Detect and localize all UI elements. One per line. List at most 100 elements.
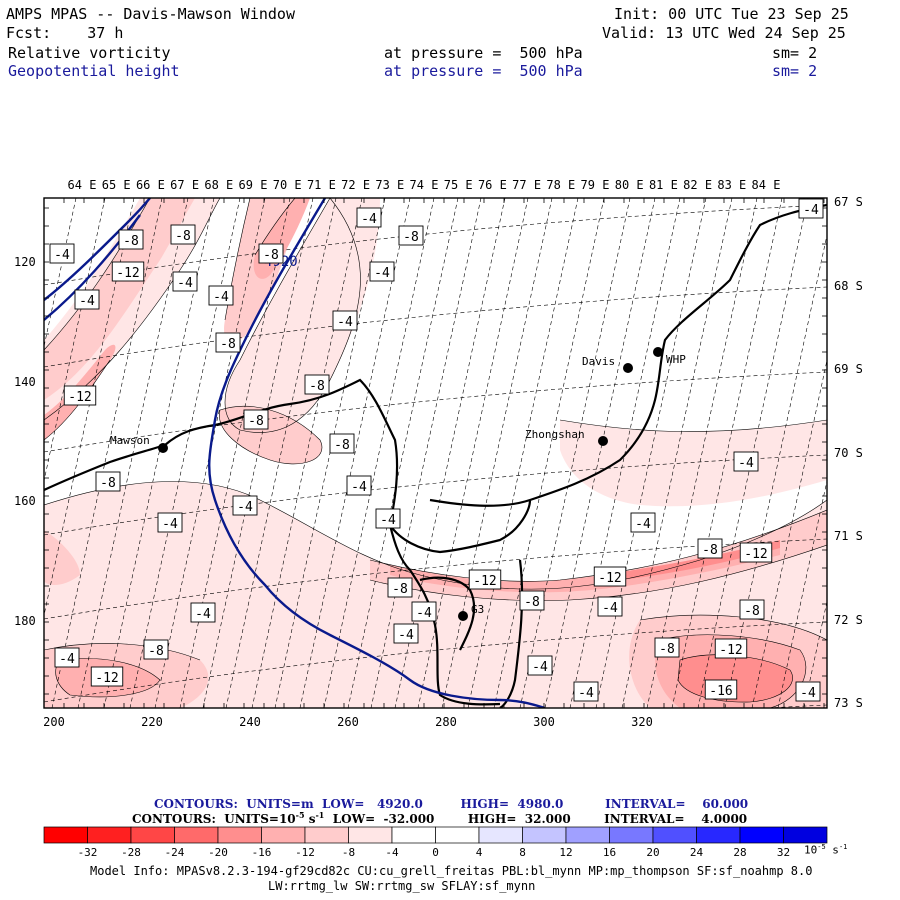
x-axis-tick-label: 240 (239, 715, 261, 729)
vorticity-label-text: -16 (709, 684, 732, 699)
meridian-line (251, 198, 363, 708)
vorticity-label-box (468, 569, 502, 590)
vorticity-label-box (243, 409, 269, 430)
vorticity-label-box (143, 639, 169, 660)
meridian-line (621, 198, 733, 708)
colorbar-unit: 10-5 s-1 (804, 843, 848, 857)
vorticity-label: -8 (215, 332, 241, 353)
vorticity-label-text: -8 (309, 379, 325, 394)
station-g3-marker (458, 611, 468, 621)
vorticity-label-text: -8 (334, 438, 350, 453)
vorticity-label-box (733, 451, 759, 472)
vorticity-label-text: -12 (744, 547, 767, 562)
longitude-label: 71 E (306, 178, 336, 192)
vorticity-label-box (519, 590, 545, 611)
x-axis-tick-label: 300 (533, 715, 555, 729)
meridian-line (724, 233, 827, 708)
station-davis-label: Davis (582, 355, 615, 368)
vorticity-label-text: -4 (635, 517, 651, 532)
geopotential-height-contour (44, 198, 546, 708)
meridian-line (202, 198, 314, 708)
vorticity-label-text: -8 (403, 230, 419, 245)
vorticity-label-box (332, 310, 358, 331)
colorbar-tick-label: -8 (341, 846, 356, 859)
meridian-line (417, 198, 529, 708)
vorticity-label-text: -8 (248, 414, 264, 429)
vorticity-label-text: -8 (148, 644, 164, 659)
station-g3-label: G3 (471, 603, 484, 616)
vorticity-label-box (63, 385, 97, 406)
meridian-line (777, 479, 827, 708)
vorticity-label: -4 (232, 495, 258, 516)
longitude-label: 74 E (409, 178, 439, 192)
vorticity-label-box (375, 508, 401, 529)
height-contour-info: CONTOURS: UNITS=m LOW= 4920.0 HIGH= 4980… (154, 797, 749, 811)
vorticity-label: -4 (411, 601, 437, 622)
vorticity-label-box (356, 207, 382, 228)
vorticity-label: -12 (468, 569, 502, 590)
station-zhongshan-label: Zhongshan (525, 428, 585, 441)
y-axis-tick-label: 140 (14, 374, 36, 389)
meridian-line (44, 198, 135, 617)
vorticity-label: -4 (597, 596, 623, 617)
colorbar-swatch (609, 826, 654, 844)
colorbar-swatch (739, 826, 784, 844)
meridian-line (323, 198, 435, 708)
meridian-line (646, 198, 758, 708)
station-whp-label: WHP (666, 353, 686, 366)
meridian-line (751, 358, 827, 708)
vorticity-label: -8 (258, 243, 284, 264)
station-mawson-label: Mawson (110, 434, 150, 447)
parallel-line (44, 204, 827, 286)
station-markers (158, 347, 663, 621)
meridian-line (803, 599, 827, 708)
colorbar-tick-label: -4 (385, 846, 399, 859)
field2-smoothing: sm= 2 (772, 62, 818, 80)
longitude-label: 66 E (135, 178, 165, 192)
vorticity-label-text: -8 (744, 604, 760, 619)
station-mawson-marker (158, 443, 168, 453)
plot-title: AMPS MPAS -- Davis-Mawson Window (6, 5, 295, 23)
x-axis-tick-label: 280 (435, 715, 457, 729)
longitude-label: 72 E (341, 178, 371, 192)
vorticity-label-text: -8 (263, 248, 279, 263)
lat-lon-grid (44, 198, 827, 708)
vorticity-label-box (795, 681, 821, 702)
vorticity-label-box (215, 332, 241, 353)
colorbar-tick-label: 32 (776, 846, 791, 859)
meridian-line (595, 198, 707, 708)
vorticity-label: -4 (74, 289, 100, 310)
colorbar-swatch (130, 826, 175, 844)
field2-name: Geopotential height (8, 62, 180, 80)
colorbar-tick-label: 8 (519, 846, 526, 859)
vorticity-label: -12 (63, 385, 97, 406)
vorticity-label-box (90, 666, 124, 687)
vorticity-label-text: -4 (380, 513, 396, 528)
vorticity-label-text: -8 (220, 337, 236, 352)
axis-ticks (43, 198, 827, 708)
vorticity-label-text: -8 (702, 543, 718, 558)
vorticity-label-text: -12 (719, 643, 742, 658)
meridian-line (441, 198, 553, 708)
meridian-line (179, 198, 291, 708)
longitude-label: 64 E (67, 178, 97, 192)
coastline (44, 203, 827, 708)
vorticity-label-text: -4 (54, 248, 70, 263)
latitude-label: 67 S (834, 195, 863, 209)
latitude-label: 68 S (834, 278, 863, 293)
parallel-line (44, 286, 827, 368)
vorticity-label-text: -8 (524, 595, 540, 610)
vorticity-label: -4 (630, 512, 656, 533)
vorticity-contour-info: CONTOURS: UNITS=10-5 s-1 LOW= -32.000 HI… (132, 810, 748, 826)
station-whp-marker (653, 347, 663, 357)
vorticity-label: -8 (387, 577, 413, 598)
vorticity-label-box (630, 512, 656, 533)
vorticity-label: -8 (398, 225, 424, 246)
vorticity-label-box (172, 271, 198, 292)
vorticity-label-box (573, 681, 599, 702)
longitude-label: 67 E (170, 178, 200, 192)
meridian-line (544, 198, 656, 708)
forecast-hour: Fcst: 37 h (6, 24, 124, 42)
parallel-line (44, 621, 827, 703)
